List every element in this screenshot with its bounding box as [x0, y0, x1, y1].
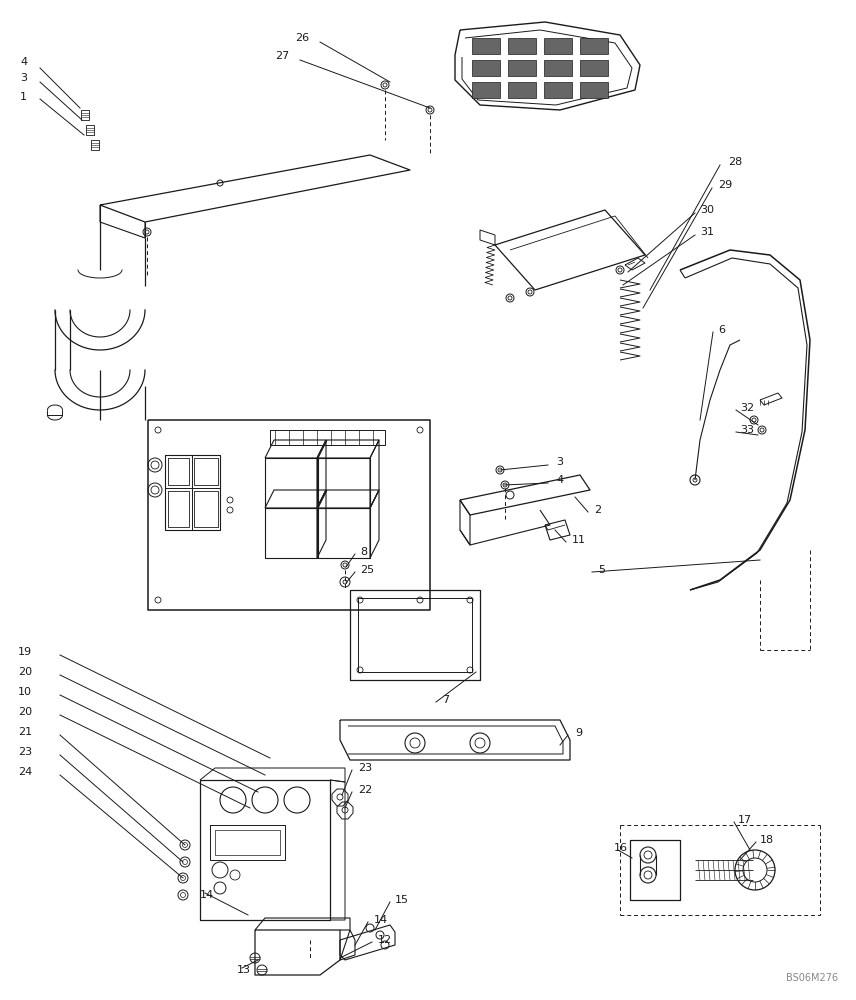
Text: 13: 13 — [237, 965, 251, 975]
Bar — [580, 60, 608, 76]
Bar — [544, 60, 572, 76]
Text: 27: 27 — [275, 51, 289, 61]
Bar — [472, 60, 500, 76]
Text: 31: 31 — [700, 227, 714, 237]
Text: 9: 9 — [575, 728, 582, 738]
Text: 23: 23 — [18, 747, 33, 757]
Text: 14: 14 — [374, 915, 388, 925]
Text: 15: 15 — [395, 895, 409, 905]
Text: 4: 4 — [556, 475, 563, 485]
Text: 21: 21 — [18, 727, 33, 737]
Text: 29: 29 — [718, 180, 732, 190]
Text: 14: 14 — [200, 890, 214, 900]
Bar — [508, 82, 536, 98]
Text: 8: 8 — [360, 547, 367, 557]
Bar — [472, 82, 500, 98]
Bar — [580, 38, 608, 54]
Text: 25: 25 — [360, 565, 374, 575]
Text: 3: 3 — [20, 73, 27, 83]
Bar — [580, 82, 608, 98]
Text: 6: 6 — [718, 325, 725, 335]
Text: 20: 20 — [18, 707, 33, 717]
Text: 28: 28 — [728, 157, 742, 167]
Text: 5: 5 — [598, 565, 605, 575]
Bar — [544, 82, 572, 98]
Bar — [508, 38, 536, 54]
Text: 7: 7 — [442, 695, 449, 705]
Text: 12: 12 — [378, 935, 392, 945]
Text: 24: 24 — [18, 767, 33, 777]
Text: 33: 33 — [740, 425, 754, 435]
Text: BS06M276: BS06M276 — [786, 973, 838, 983]
Text: 20: 20 — [18, 667, 33, 677]
Text: 30: 30 — [700, 205, 714, 215]
Bar — [508, 60, 536, 76]
Text: 32: 32 — [740, 403, 754, 413]
Bar — [472, 38, 500, 54]
Text: 23: 23 — [358, 763, 372, 773]
Text: 16: 16 — [614, 843, 628, 853]
Text: 18: 18 — [760, 835, 774, 845]
Text: 26: 26 — [295, 33, 309, 43]
Text: 10: 10 — [18, 687, 32, 697]
Text: 1: 1 — [20, 92, 27, 102]
Text: 19: 19 — [18, 647, 33, 657]
Bar — [544, 38, 572, 54]
Text: 11: 11 — [572, 535, 586, 545]
Text: 2: 2 — [594, 505, 601, 515]
Text: 22: 22 — [358, 785, 372, 795]
Text: 3: 3 — [556, 457, 563, 467]
Text: 4: 4 — [20, 57, 27, 67]
Text: 17: 17 — [738, 815, 752, 825]
